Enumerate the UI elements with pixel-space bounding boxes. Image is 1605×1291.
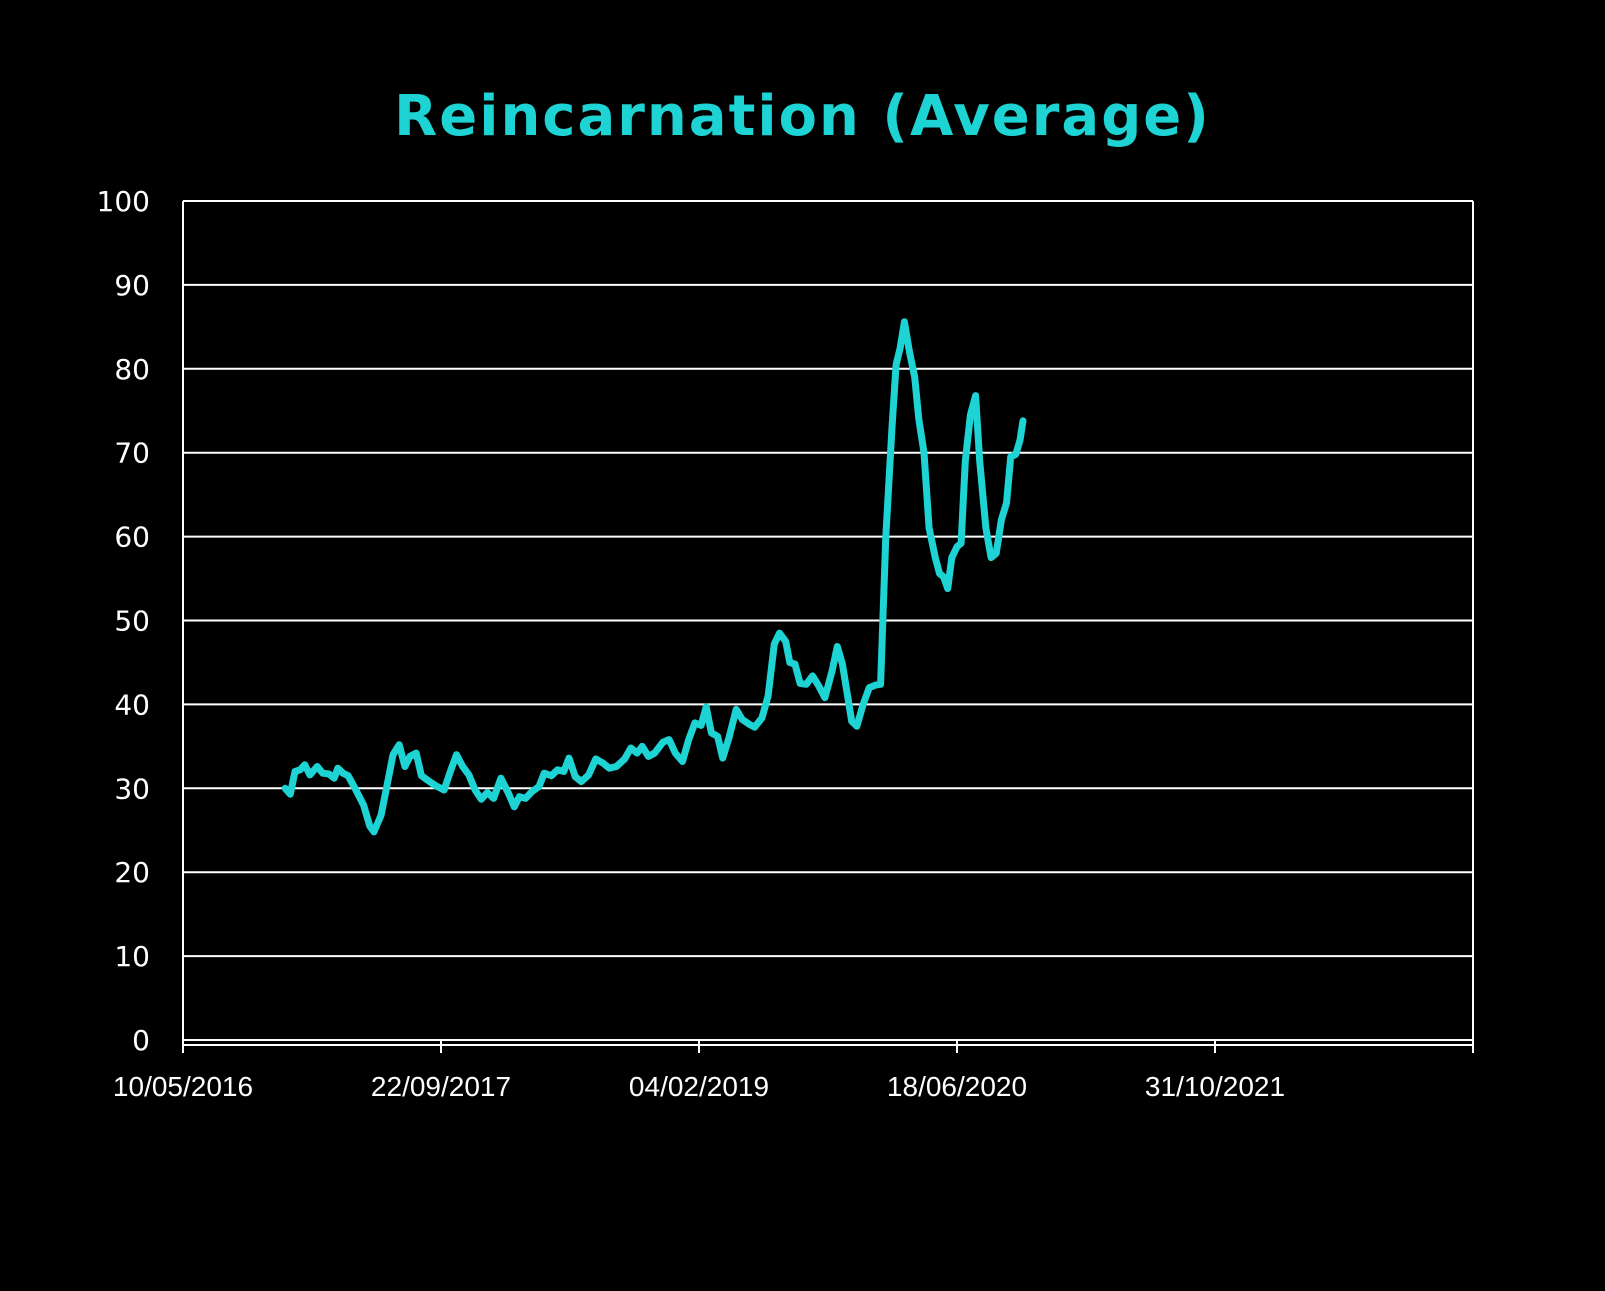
gridlines (183, 200, 1473, 958)
y-tick-label: 90 (114, 269, 150, 302)
y-tick-label: 40 (114, 688, 150, 721)
y-tick-label: 70 (114, 437, 150, 470)
x-tick-label: 18/06/2020 (887, 1071, 1027, 1102)
axes (182, 200, 1474, 1053)
y-tick-label: 20 (114, 856, 150, 889)
y-tick-label: 100 (97, 185, 150, 218)
x-tick-label: 31/10/2021 (1145, 1071, 1285, 1102)
y-tick-label: 10 (114, 940, 150, 973)
chart-title: Reincarnation (Average) (394, 84, 1211, 149)
y-tick-label: 30 (114, 772, 150, 805)
x-tick-label: 10/05/2016 (113, 1071, 253, 1102)
y-tick-label: 0 (132, 1024, 150, 1057)
x-tick-label: 04/02/2019 (629, 1071, 769, 1102)
y-axis-labels: 0 10 20 30 40 50 60 70 80 90 100 (97, 185, 150, 1057)
y-tick-label: 60 (114, 521, 150, 554)
y-tick-label: 80 (114, 353, 150, 386)
y-tick-label: 50 (114, 605, 150, 638)
x-axis-labels: 10/05/2016 22/09/2017 04/02/2019 18/06/2020… (113, 1071, 1285, 1102)
series-line (281, 318, 1027, 836)
x-tick-label: 22/09/2017 (371, 1071, 511, 1102)
